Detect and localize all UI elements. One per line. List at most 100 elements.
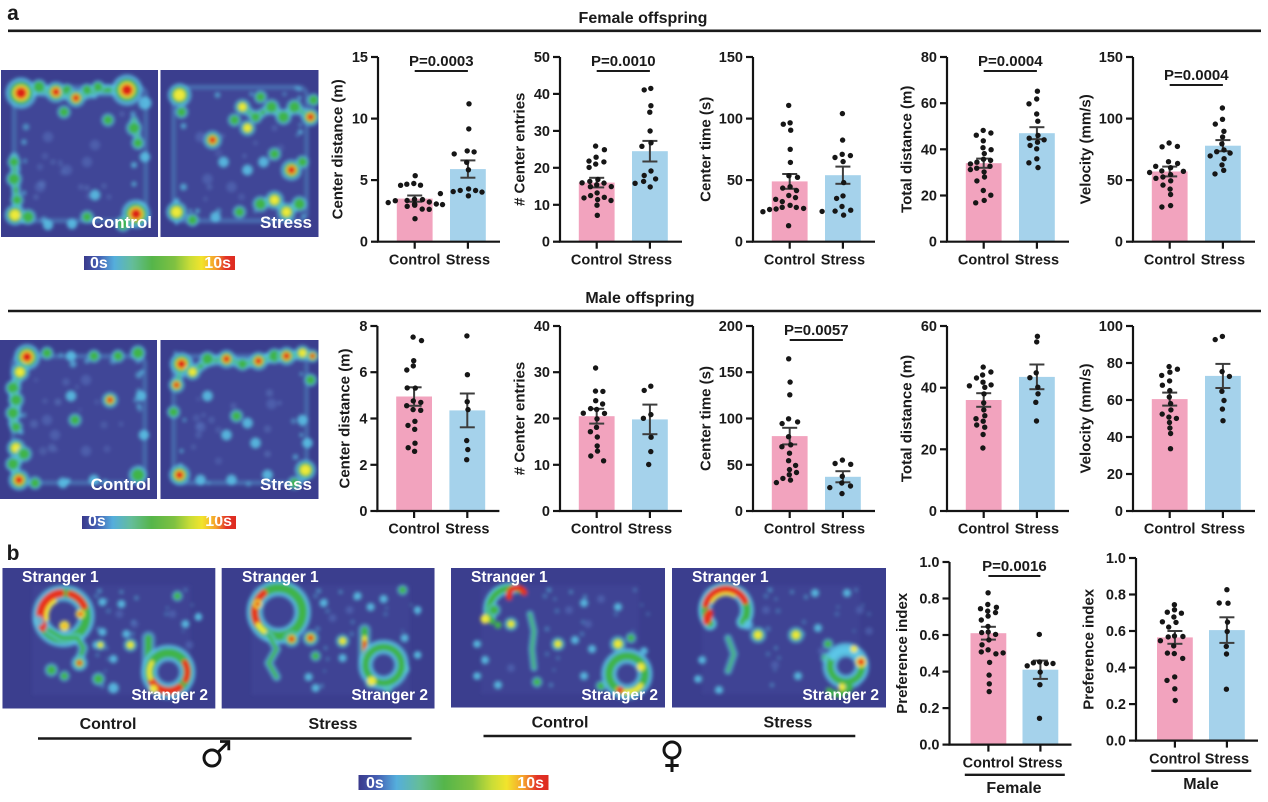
svg-text:Stress: Stress [1201,253,1245,269]
svg-text:5: 5 [360,173,368,189]
svg-text:Control: Control [1144,522,1196,538]
svg-text:Preference index: Preference index [894,592,911,714]
svg-text:# Center entries: # Center entries [512,362,529,475]
svg-text:100: 100 [719,112,743,128]
svg-text:0: 0 [929,504,937,520]
svg-text:0: 0 [929,235,937,251]
svg-text:Female: Female [986,780,1041,797]
svg-text:20: 20 [534,412,550,428]
svg-text:Velocity (mm/s): Velocity (mm/s) [1077,94,1094,204]
svg-text:20: 20 [534,161,550,177]
svg-text:0: 0 [359,504,367,520]
svg-text:Stranger 1: Stranger 1 [471,569,548,586]
svg-text:0.8: 0.8 [919,592,939,608]
svg-text:P=0.0003: P=0.0003 [409,53,474,70]
svg-text:Control: Control [388,522,440,538]
svg-text:Control: Control [80,716,137,733]
svg-text:Female offspring: Female offspring [579,10,708,27]
svg-text:0: 0 [735,235,743,251]
svg-text:Stranger 2: Stranger 2 [581,687,658,704]
svg-text:Preference index: Preference index [1080,588,1097,710]
svg-text:100: 100 [719,412,743,428]
svg-text:Control: Control [764,522,816,538]
svg-text:P=0.0057: P=0.0057 [784,322,849,339]
svg-text:Stranger 1: Stranger 1 [692,569,769,586]
svg-text:0.2: 0.2 [919,701,939,717]
svg-text:Stress: Stress [309,716,358,733]
svg-text:Control: Control [958,522,1010,538]
svg-text:10s: 10s [205,513,232,530]
svg-text:0.6: 0.6 [1106,624,1126,640]
svg-text:Control: Control [532,715,589,732]
svg-text:b: b [7,542,20,565]
svg-text:0.8: 0.8 [1106,588,1126,604]
svg-text:20: 20 [1107,467,1123,483]
svg-text:a: a [7,2,19,25]
svg-text:Control: Control [958,253,1010,269]
svg-text:150: 150 [719,50,743,66]
svg-text:Stress: Stress [260,213,312,232]
svg-text:P=0.0004: P=0.0004 [978,53,1043,70]
svg-text:Control: Control [571,522,623,538]
svg-text:Control: Control [389,253,441,269]
svg-text:60: 60 [921,96,937,112]
svg-text:100: 100 [1099,112,1123,128]
svg-text:P=0.0010: P=0.0010 [591,53,656,70]
svg-text:50: 50 [534,50,550,66]
svg-text:Stress: Stress [821,522,865,538]
svg-text:Stress: Stress [1018,756,1062,772]
svg-text:60: 60 [1107,393,1123,409]
svg-text:0: 0 [1115,504,1123,520]
svg-text:20: 20 [921,189,937,205]
svg-text:0.0: 0.0 [919,738,939,754]
svg-text:30: 30 [534,124,550,140]
svg-text:2: 2 [359,458,367,474]
svg-text:0s: 0s [88,513,106,530]
svg-text:150: 150 [1099,50,1123,66]
svg-text:1.0: 1.0 [1106,551,1126,567]
svg-text:0: 0 [360,235,368,251]
svg-text:80: 80 [921,50,937,66]
svg-text:Center distance (m): Center distance (m) [337,348,354,488]
svg-text:60: 60 [921,319,937,335]
svg-text:50: 50 [1107,173,1123,189]
svg-text:# Center entries: # Center entries [512,93,529,206]
svg-text:Control: Control [963,756,1015,772]
svg-text:4: 4 [359,412,367,428]
svg-text:0: 0 [542,504,550,520]
svg-text:0: 0 [1115,235,1123,251]
svg-text:Stress: Stress [764,715,813,732]
svg-text:P=0.0004: P=0.0004 [1164,67,1229,84]
svg-text:Control: Control [92,213,152,232]
svg-text:Center distance (m): Center distance (m) [330,79,347,219]
svg-text:0.4: 0.4 [919,665,939,681]
svg-text:0s: 0s [90,255,108,272]
svg-text:0.4: 0.4 [1106,661,1126,677]
svg-text:10s: 10s [517,775,544,792]
svg-text:Stress: Stress [1205,752,1249,768]
svg-text:Stranger 2: Stranger 2 [131,687,208,704]
svg-text:Total distance (m): Total distance (m) [899,86,916,213]
svg-text:Control: Control [571,253,623,269]
svg-text:0.6: 0.6 [919,628,939,644]
svg-text:1.0: 1.0 [919,555,939,571]
svg-text:Control: Control [91,475,151,494]
svg-text:10s: 10s [204,255,231,272]
svg-text:Control: Control [1149,752,1201,768]
svg-text:150: 150 [719,365,743,381]
svg-text:40: 40 [534,87,550,103]
svg-text:20: 20 [921,442,937,458]
svg-text:Stranger 1: Stranger 1 [242,569,319,586]
svg-text:10: 10 [534,198,550,214]
svg-text:Stranger 2: Stranger 2 [351,687,428,704]
svg-text:Stress: Stress [628,253,672,269]
svg-text:40: 40 [534,319,550,335]
svg-text:Stress: Stress [446,253,490,269]
svg-text:Stress: Stress [260,475,312,494]
svg-text:0: 0 [735,504,743,520]
svg-text:30: 30 [534,365,550,381]
svg-text:Stress: Stress [1015,253,1059,269]
svg-text:10: 10 [352,112,368,128]
svg-text:40: 40 [1107,430,1123,446]
svg-text:Stress: Stress [1015,522,1059,538]
